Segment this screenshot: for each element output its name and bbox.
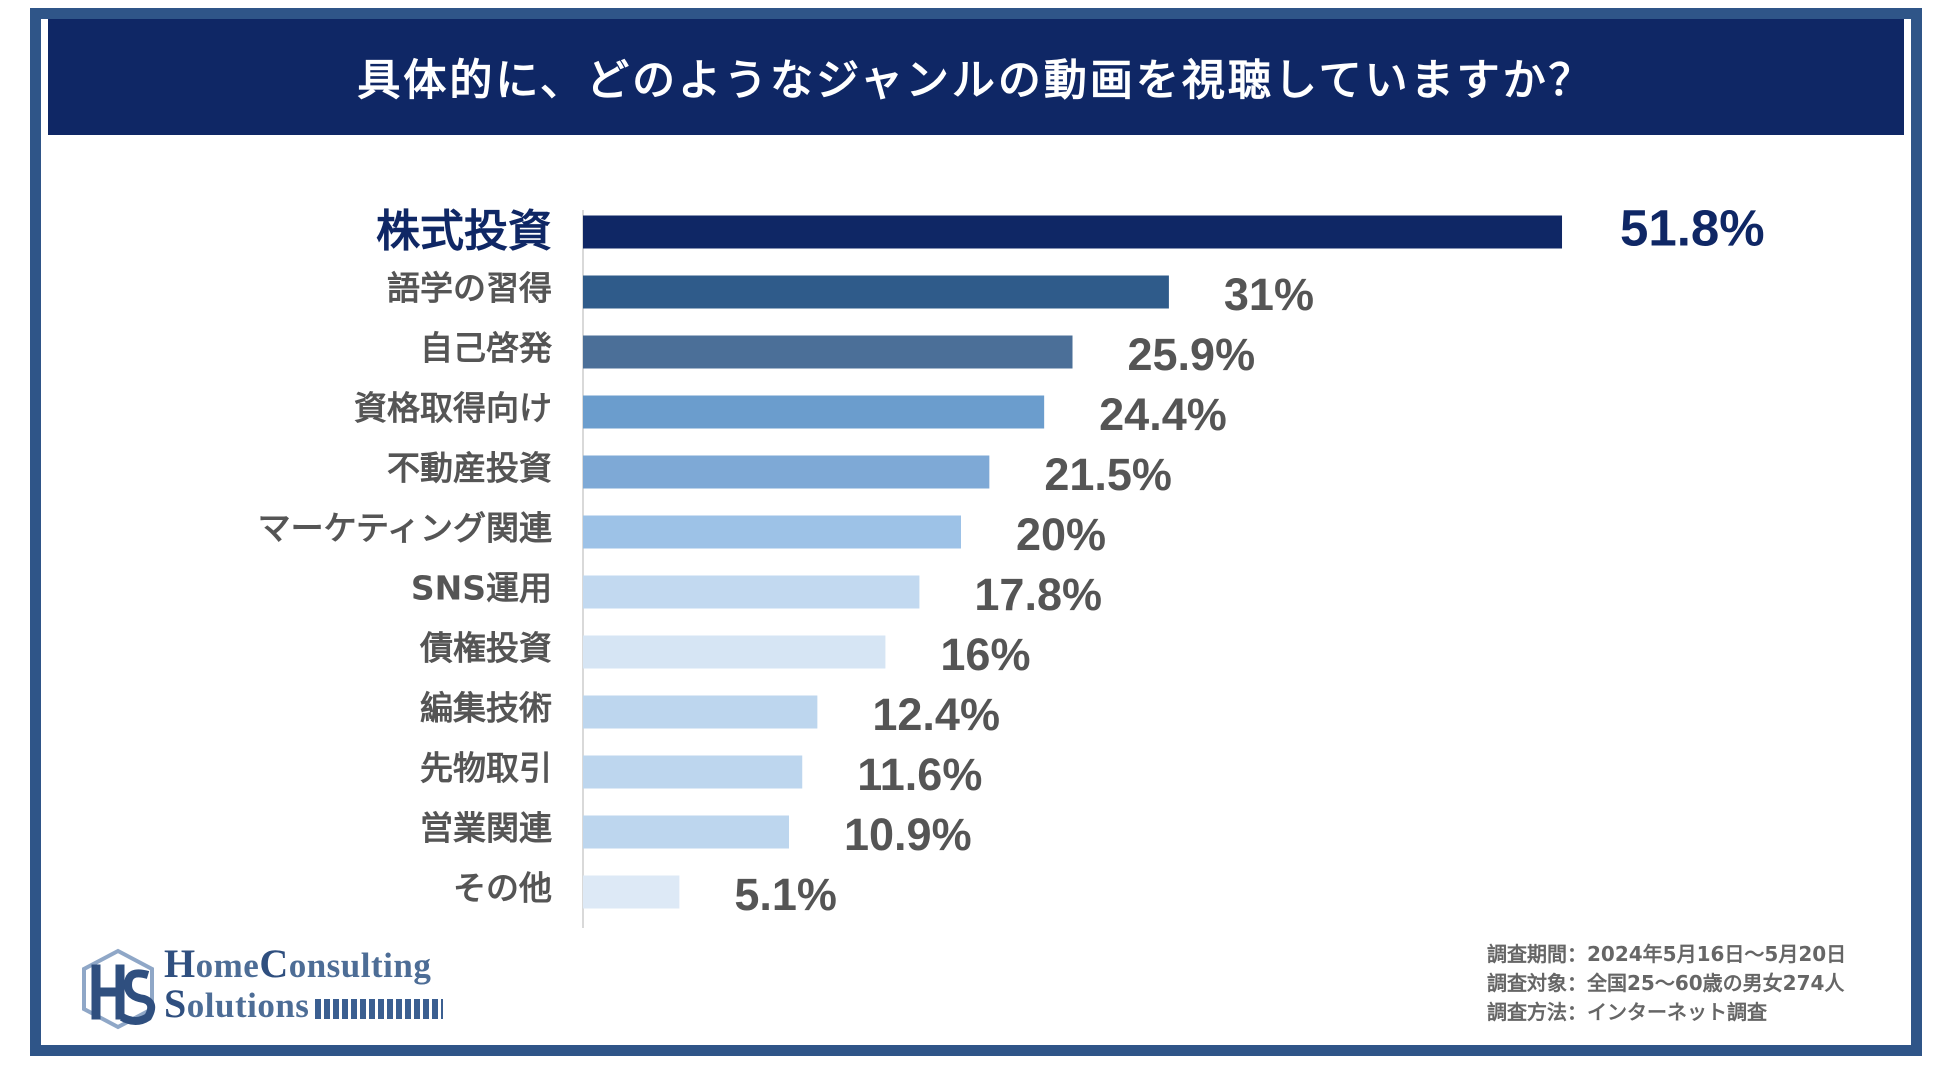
value-label: 5.1%	[734, 869, 837, 920]
value-label: 16%	[940, 629, 1030, 680]
bar	[583, 215, 1563, 249]
category-label: 自己啓発	[420, 329, 553, 368]
bar	[583, 515, 961, 549]
value-label: 24.4%	[1099, 389, 1227, 440]
logo-mark-icon	[82, 948, 156, 1030]
category-label: 株式投資	[376, 206, 552, 257]
value-label: 25.9%	[1128, 329, 1256, 380]
chart-title: 具体的に、どのようなジャンルの動画を視聴していますか？	[357, 56, 1595, 106]
survey-target: 調査対象：全国25～60歳の男女274人	[1487, 971, 1845, 995]
survey-method: 調査方法：インターネット調査	[1487, 1000, 1767, 1024]
value-label: 31%	[1224, 269, 1314, 320]
bar	[583, 815, 790, 849]
bar	[583, 755, 803, 789]
bar	[583, 875, 680, 909]
bar	[583, 275, 1169, 309]
logo-line-1: HomeConsulting	[164, 941, 432, 986]
category-label: SNS運用	[411, 569, 552, 608]
chart-frame	[30, 8, 1922, 1056]
bar	[583, 455, 990, 489]
title-banner: 具体的に、どのようなジャンルの動画を視聴していますか？	[48, 19, 1904, 135]
category-label: 資格取得向け	[354, 389, 552, 428]
company-logo: HomeConsulting Solutions	[78, 941, 498, 1033]
value-label: 10.9%	[844, 809, 972, 860]
logo-dots	[315, 998, 444, 1019]
survey-info: 調査期間：2024年5月16日～5月20日 調査対象：全国25～60歳の男女27…	[1487, 940, 1846, 1027]
value-label: 12.4%	[872, 689, 1000, 740]
logo-line-2: Solutions	[164, 984, 494, 1025]
value-label: 11.6%	[857, 749, 982, 800]
bar	[583, 695, 818, 729]
category-label: 語学の習得	[387, 269, 552, 308]
category-label: 先物取引	[420, 749, 552, 788]
category-label: 不動産投資	[387, 449, 552, 488]
logo-wordmark: HomeConsulting Solutions	[164, 941, 494, 1025]
bar	[583, 335, 1073, 369]
category-label: 編集技術	[420, 689, 552, 728]
category-label: 営業関連	[420, 809, 553, 848]
category-label: その他	[453, 869, 552, 908]
bar	[583, 395, 1045, 429]
value-label: 51.8%	[1620, 199, 1765, 256]
category-label: 債権投資	[419, 629, 552, 668]
value-label: 17.8%	[974, 569, 1102, 620]
category-label: マーケティング関連	[258, 509, 553, 548]
bar	[583, 635, 886, 669]
value-label: 20%	[1016, 509, 1106, 560]
bar	[583, 575, 920, 609]
value-label: 21.5%	[1044, 449, 1172, 500]
survey-period: 調査期間：2024年5月16日～5月20日	[1487, 942, 1847, 966]
